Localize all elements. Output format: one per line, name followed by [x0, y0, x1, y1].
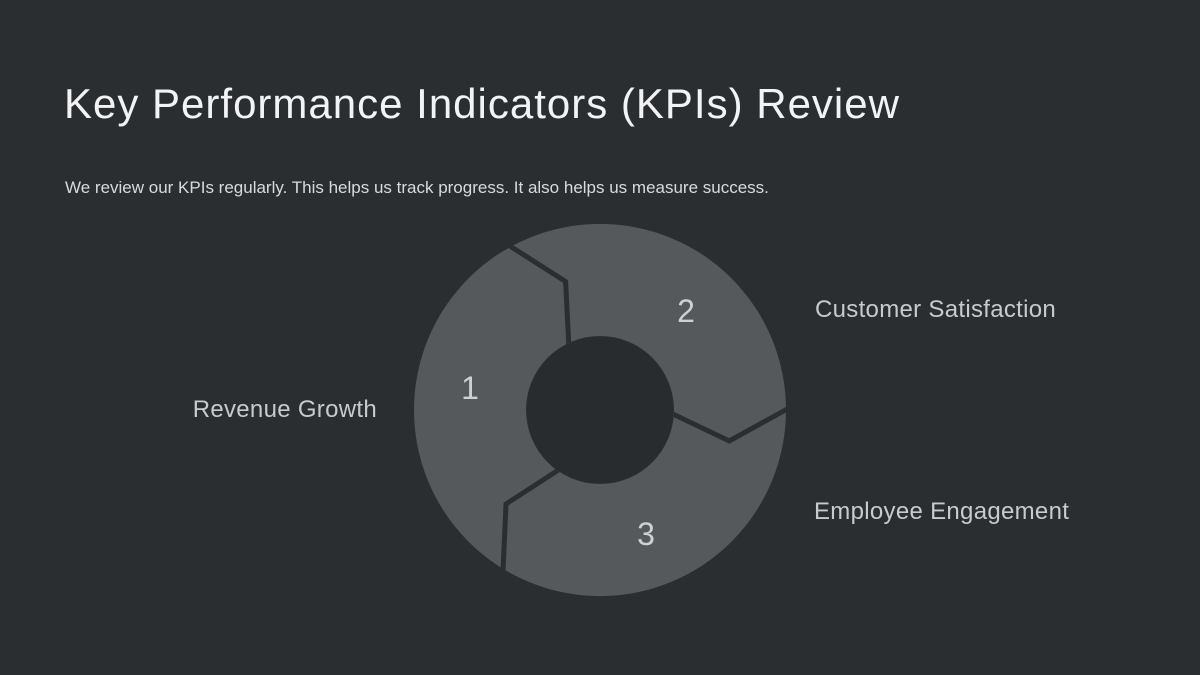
slide-subtitle: We review our KPIs regularly. This helps… [65, 178, 769, 197]
segment-divider-2 [658, 400, 786, 444]
segment-divider-1 [498, 237, 572, 359]
segment-number-2: 2 [677, 293, 695, 329]
segment-number-3: 3 [637, 516, 655, 552]
kpi-label-employee-engagement: Employee Engagement [814, 498, 1070, 525]
segment-divider-3 [500, 460, 572, 583]
kpi-label-revenue-growth: Revenue Growth [192, 396, 377, 423]
donut-hole [527, 337, 673, 483]
slide-title: Key Performance Indicators (KPIs) Review [64, 80, 900, 127]
segment-number-1: 1 [461, 370, 479, 406]
kpi-label-customer-satisfaction: Customer Satisfaction [815, 296, 1057, 323]
